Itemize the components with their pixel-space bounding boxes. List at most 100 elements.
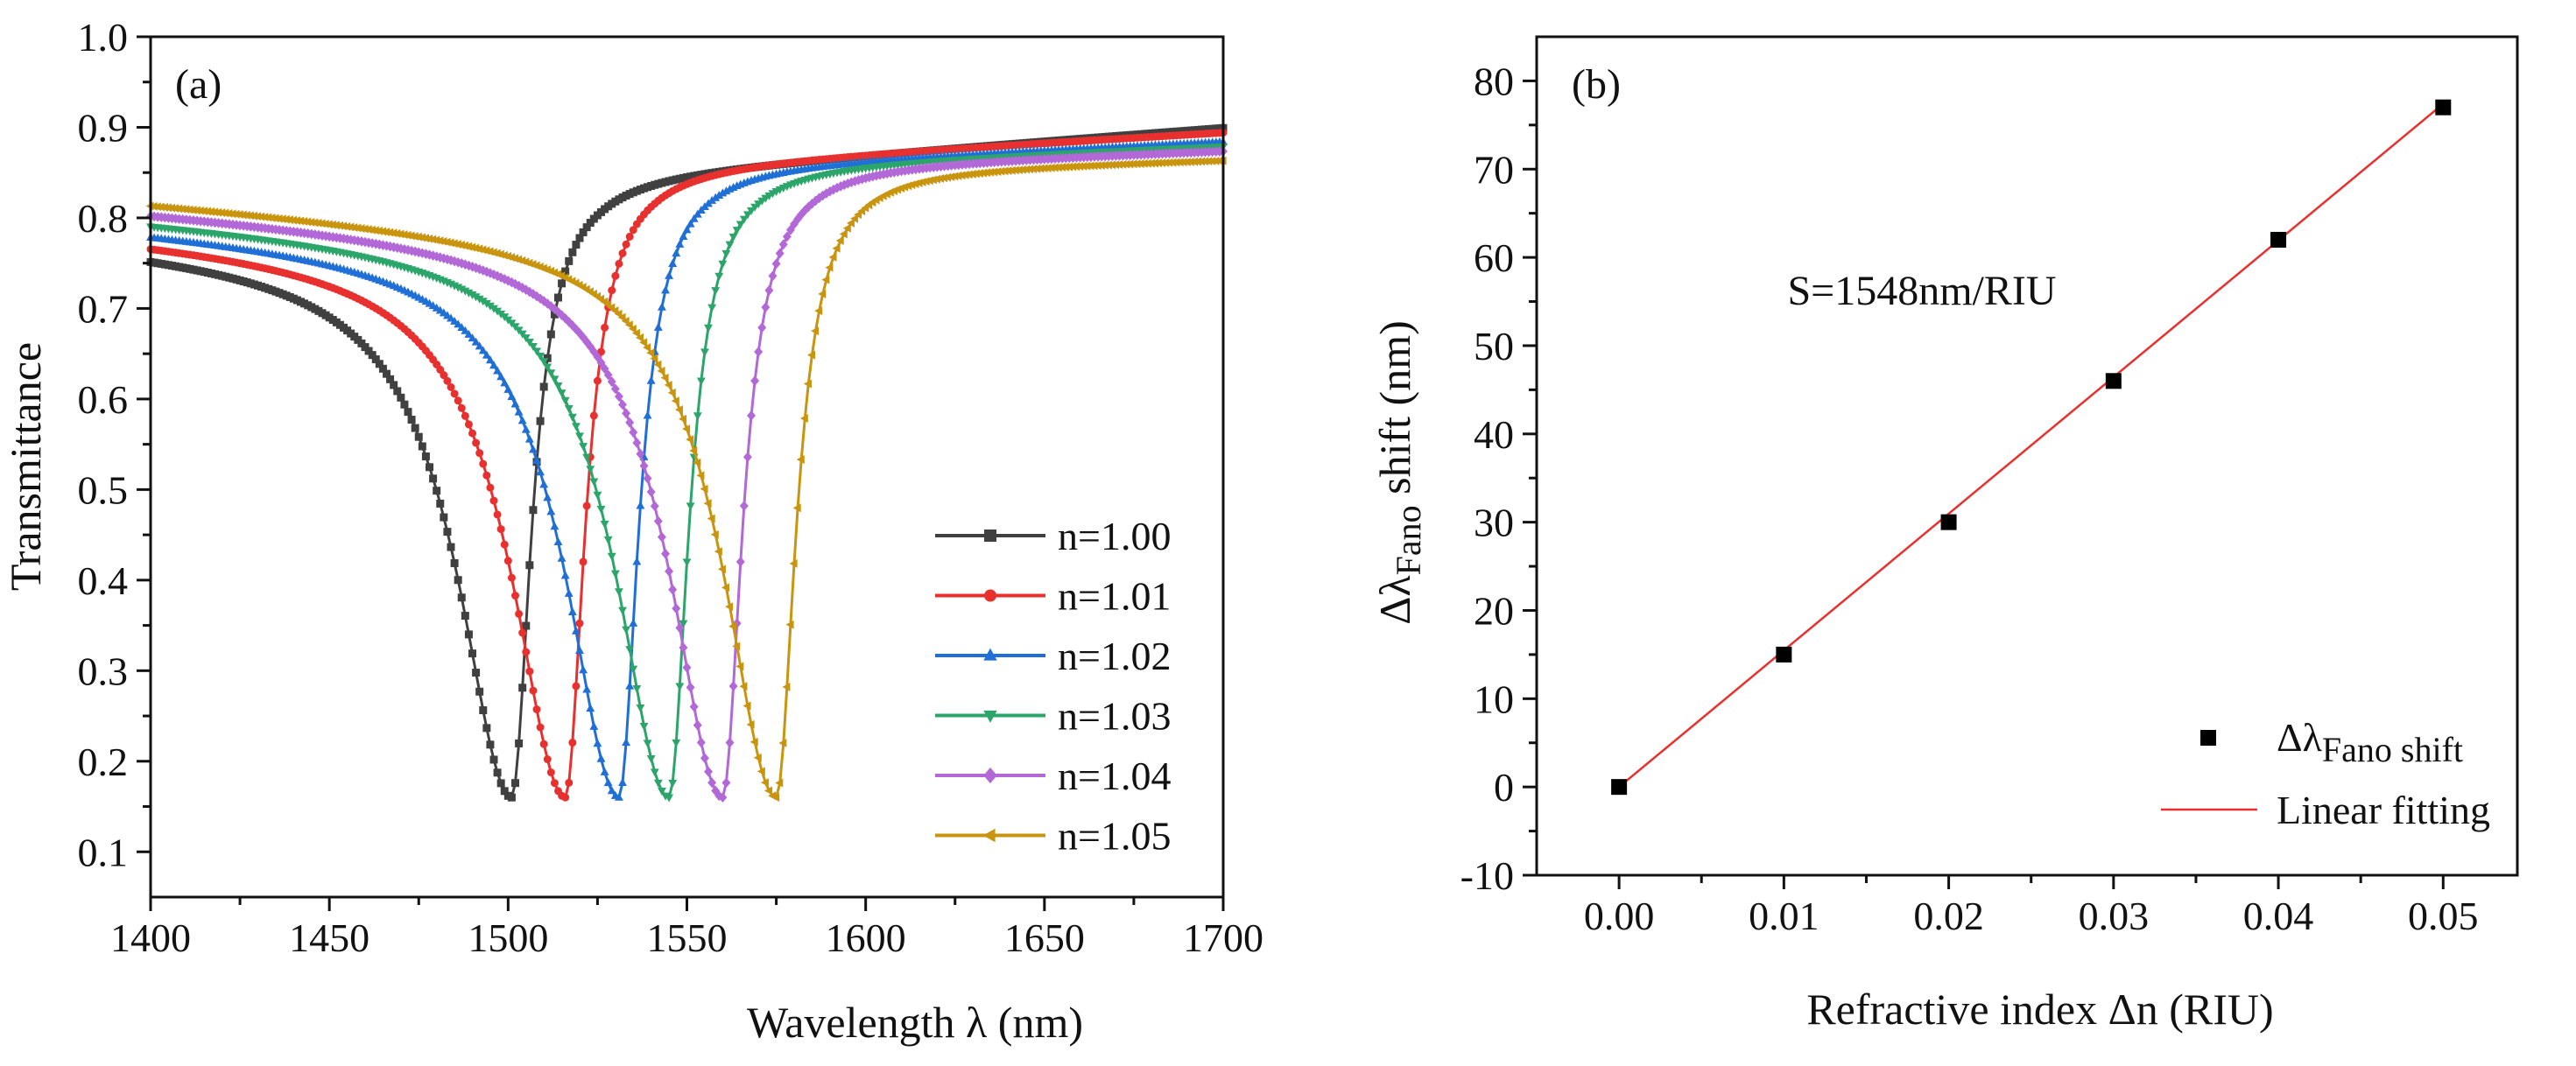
linear-fitting-line [1618, 102, 2445, 789]
series-point-n=1.04 [571, 324, 581, 335]
series-point-n=1.04 [514, 280, 524, 291]
series-point-n=1.00 [479, 706, 488, 715]
panel-b-y-axis-title-main: Δλ [1370, 575, 1419, 624]
series-point-n=1.03 [700, 348, 709, 357]
series-point-n=1.05 [1039, 164, 1048, 173]
series-point-n=1.03 [589, 478, 599, 487]
series-point-n=1.05 [468, 242, 476, 252]
series-point-n=1.05 [1003, 166, 1012, 176]
series-point-n=1.05 [271, 214, 279, 223]
series-point-n=1.01 [615, 259, 623, 268]
series-point-n=1.03 [596, 505, 606, 514]
series-point-n=1.04 [493, 270, 503, 282]
series-point-n=1.05 [174, 204, 183, 214]
series-point-n=1.04 [536, 293, 545, 305]
series-point-n=1.05 [449, 239, 458, 249]
series-point-n=1.01 [447, 382, 455, 391]
series-point-n=1.05 [921, 177, 930, 186]
series-point-n=1.04 [793, 214, 803, 225]
series-point-n=1.04 [622, 408, 631, 419]
series-point-n=1.02 [643, 410, 652, 419]
series-point-n=1.05 [725, 602, 734, 612]
series-point-n=1.01 [589, 411, 598, 420]
series-point-n=1.02 [593, 739, 602, 747]
series-point-n=1.05 [152, 202, 161, 212]
series-point-n=1.05 [471, 243, 480, 253]
panel-a-x-tick-label: 1400 [110, 915, 191, 960]
series-point-n=1.00 [390, 381, 398, 389]
series-point-n=1.05 [1025, 165, 1034, 174]
series-point-n=1.04 [689, 701, 699, 712]
series-point-n=1.03 [735, 221, 745, 229]
series-point-n=1.05 [918, 178, 926, 187]
series-point-n=1.05 [296, 216, 305, 226]
series-point-n=1.05 [689, 446, 698, 455]
series-point-n=1.05 [370, 226, 379, 235]
series-point-n=1.05 [732, 642, 741, 651]
series-point-n=1.05 [396, 229, 405, 239]
panel-b-y-tick-label: 10 [1474, 677, 1514, 721]
series-point-n=1.05 [657, 366, 665, 375]
legend-marker-n=1.02 [983, 648, 997, 661]
series-point-n=1.02 [657, 302, 666, 311]
series-point-n=1.05 [428, 235, 437, 244]
series-point-n=1.05 [696, 471, 705, 480]
series-point-n=1.05 [320, 219, 329, 228]
series-point-n=1.05 [313, 218, 322, 228]
series-point-n=1.02 [543, 493, 553, 501]
series-point-n=1.01 [579, 558, 588, 566]
legend-label-n=1.04: n=1.04 [1058, 754, 1171, 798]
series-point-n=1.00 [404, 408, 412, 417]
series-point-n=1.02 [672, 249, 681, 257]
series-point-n=1.02 [475, 341, 484, 350]
panel-b-x-tick-label: 0.01 [1749, 894, 1819, 938]
legend-label-fano-shift: ΔλFano shift [2277, 715, 2463, 769]
series-point-n=1.03 [679, 620, 688, 628]
series-point-n=1.02 [614, 792, 623, 801]
series-point-n=1.04 [814, 193, 824, 204]
panel-a-axes: 1400 1450 1500 1550 1600 1650 1700 0.1 0.2 0.3 0.4… [78, 15, 1264, 960]
series-point-n=1.05 [199, 207, 208, 216]
series-point-n=1.00 [568, 248, 577, 256]
series-point-n=1.02 [682, 225, 692, 234]
series-point-n=1.05 [832, 243, 841, 253]
series-point-n=1.02 [668, 258, 678, 267]
series-point-n=1.03 [575, 432, 584, 441]
series-point-n=1.02 [665, 270, 674, 279]
series-point-n=1.05 [342, 221, 351, 231]
series-point-n=1.04 [450, 256, 460, 267]
series-point-n=1.05 [993, 167, 1002, 177]
series-point-n=1.03 [478, 298, 488, 306]
series-point-n=1.02 [478, 346, 488, 354]
series-point-n=1.05 [617, 312, 626, 322]
series-point-n=1.05 [327, 220, 336, 229]
series-point-n=1.05 [954, 171, 962, 180]
series-point-n=1.05 [1043, 164, 1052, 172]
series-point-n=1.03 [696, 377, 706, 386]
series-point-n=1.03 [650, 768, 659, 777]
series-point-n=1.03 [539, 358, 549, 367]
panel-b-y-tick-label: 0 [1494, 765, 1514, 810]
panel-a-label: (a) [175, 61, 222, 108]
series-point-n=1.01 [475, 449, 484, 458]
series-point-n=1.04 [546, 301, 556, 312]
series-point-n=1.05 [202, 207, 211, 216]
series-point-n=1.02 [589, 721, 599, 730]
panel-a-y-axis-title: Transmittance [1, 342, 50, 591]
series-point-n=1.03 [632, 685, 642, 694]
series-point-n=1.04 [657, 531, 666, 543]
series-point-n=1.01 [601, 323, 609, 332]
series-point-n=1.05 [195, 206, 204, 215]
series-point-n=1.05 [674, 405, 683, 415]
series-point-n=1.03 [557, 389, 567, 398]
series-point-n=1.05 [231, 209, 240, 219]
series-point-n=1.00 [579, 228, 588, 236]
series-point-n=1.05 [360, 224, 369, 234]
series-point-n=1.01 [515, 609, 524, 618]
series-point-n=1.05 [717, 565, 726, 574]
series-point-n=1.03 [579, 443, 588, 452]
series-point-n=1.05 [650, 354, 658, 363]
legend-marker-n=1.04 [983, 767, 997, 784]
series-point-n=1.05 [285, 215, 293, 225]
panel-b-x-tick-label: 0.04 [2243, 894, 2314, 938]
